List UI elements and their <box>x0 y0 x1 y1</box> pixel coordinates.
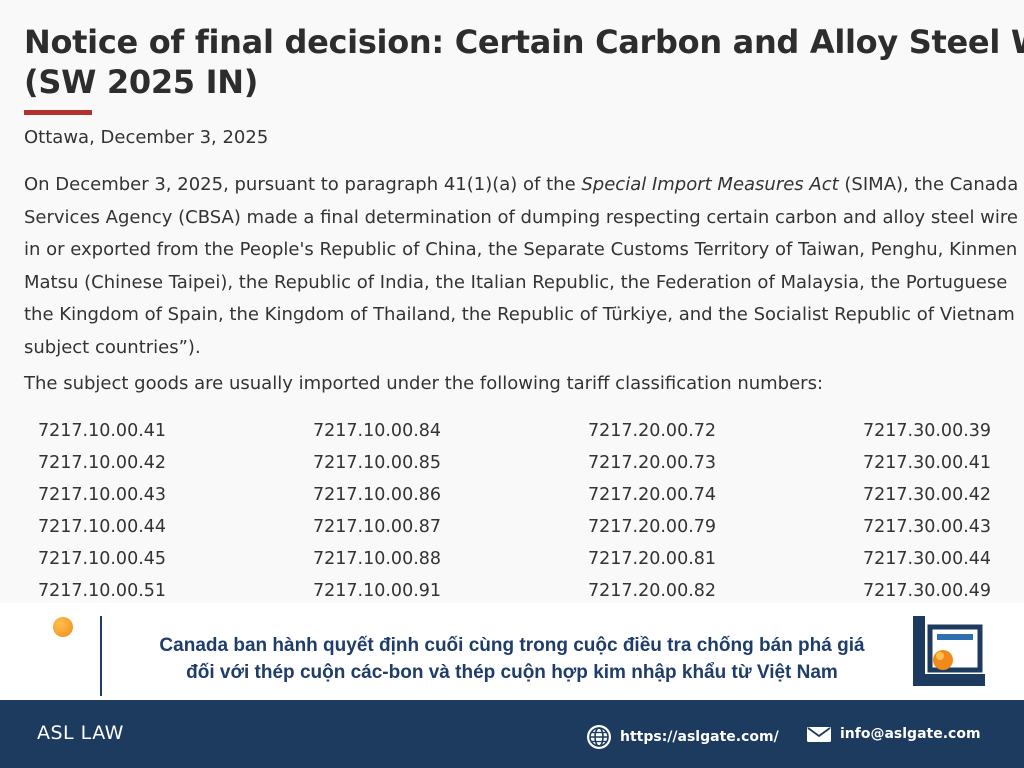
paragraph-line-6: subject countries”). <box>24 336 201 358</box>
tariff-code: 7217.20.00.79 <box>588 517 717 537</box>
paragraph-text: On December 3, 2025, pursuant to paragra… <box>24 174 582 195</box>
notice-paragraph: On December 3, 2025, pursuant to paragra… <box>24 169 1024 364</box>
website-link[interactable]: https://aslgate.com/ <box>586 724 779 750</box>
paragraph-line-1: On December 3, 2025, pursuant to paragra… <box>24 169 1024 202</box>
footer-bar <box>0 700 1024 768</box>
tariff-code: 7217.10.00.45 <box>38 549 167 569</box>
tariff-code: 7217.30.00.43 <box>863 517 992 537</box>
email-link[interactable]: info@aslgate.com <box>806 724 981 744</box>
website-url: https://aslgate.com/ <box>620 729 779 745</box>
brand-name: ASL LAW <box>37 722 124 744</box>
tariff-row: 7217.10.00.42 7217.10.00.85 7217.20.00.7… <box>38 447 1024 479</box>
title-underline <box>24 110 92 115</box>
tariff-code: 7217.10.00.41 <box>38 421 167 441</box>
dateline: Ottawa, December 3, 2025 <box>24 127 269 148</box>
headline-line-2: đối với thép cuộn các-bon và thép cuộn h… <box>186 662 838 683</box>
tariff-row: 7217.10.00.51 7217.10.00.91 7217.20.00.8… <box>38 575 1024 603</box>
tariff-intro: The subject goods are usually imported u… <box>24 373 824 394</box>
notice-document: Notice of final decision: Certain Carbon… <box>24 22 1024 603</box>
globe-icon <box>587 725 611 749</box>
headline-banner <box>0 603 1024 700</box>
banner-divider <box>100 616 102 696</box>
tariff-code: 7217.10.00.44 <box>38 517 167 537</box>
tariff-code-list: 7217.10.00.41 7217.10.00.84 7217.20.00.7… <box>38 415 1024 603</box>
email-address: info@aslgate.com <box>840 726 981 742</box>
tariff-code: 7217.30.00.44 <box>863 549 992 569</box>
paragraph-line-3: in or exported from the People's Republi… <box>24 239 1018 260</box>
orange-dot-icon <box>53 617 73 637</box>
act-name: Special Import Measures Act <box>581 174 839 195</box>
tariff-code: 7217.10.00.84 <box>313 421 442 441</box>
envelope-icon <box>807 727 831 742</box>
tariff-code: 7217.10.00.87 <box>313 517 442 537</box>
tariff-row: 7217.10.00.43 7217.10.00.86 7217.20.00.7… <box>38 479 1024 511</box>
tariff-code: 7217.10.00.43 <box>38 485 167 505</box>
tariff-code: 7217.20.00.72 <box>588 421 717 441</box>
tariff-code: 7217.10.00.51 <box>38 581 167 601</box>
tariff-code: 7217.30.00.49 <box>863 581 992 601</box>
headline-line-1: Canada ban hành quyết định cuối cùng tro… <box>159 635 865 656</box>
tariff-code: 7217.20.00.73 <box>588 453 717 473</box>
tariff-code: 7217.10.00.85 <box>313 453 442 473</box>
tariff-code: 7217.20.00.82 <box>588 581 717 601</box>
tariff-code: 7217.20.00.74 <box>588 485 717 505</box>
banner-headline: Canada ban hành quyết định cuối cùng tro… <box>112 632 912 686</box>
paragraph-line-5: the Kingdom of Spain, the Kingdom of Tha… <box>24 304 1015 325</box>
tariff-code: 7217.30.00.42 <box>863 485 992 505</box>
tariff-row: 7217.10.00.41 7217.10.00.84 7217.20.00.7… <box>38 415 1024 447</box>
tariff-code: 7217.30.00.41 <box>863 453 992 473</box>
paragraph-text: (SIMA), the Canada Bo <box>844 174 1024 195</box>
tariff-code: 7217.10.00.86 <box>313 485 442 505</box>
tariff-code: 7217.10.00.91 <box>313 581 442 601</box>
tariff-code: 7217.20.00.81 <box>588 549 717 569</box>
title-line-2: (SW 2025 IN) <box>24 63 259 101</box>
paragraph-line-2: Services Agency (CBSA) made a final dete… <box>24 206 1018 228</box>
page-title: Notice of final decision: Certain Carbon… <box>24 22 1024 102</box>
paragraph-line-4: Matsu (Chinese Taipei), the Republic of … <box>24 271 1008 293</box>
title-line-1: Notice of final decision: Certain Carbon… <box>24 23 1024 61</box>
tariff-code: 7217.10.00.42 <box>38 453 167 473</box>
asl-logo <box>913 616 985 686</box>
tariff-code: 7217.10.00.88 <box>313 549 442 569</box>
tariff-code: 7217.30.00.39 <box>863 421 992 441</box>
tariff-row: 7217.10.00.44 7217.10.00.87 7217.20.00.7… <box>38 511 1024 543</box>
tariff-row: 7217.10.00.45 7217.10.00.88 7217.20.00.8… <box>38 543 1024 575</box>
